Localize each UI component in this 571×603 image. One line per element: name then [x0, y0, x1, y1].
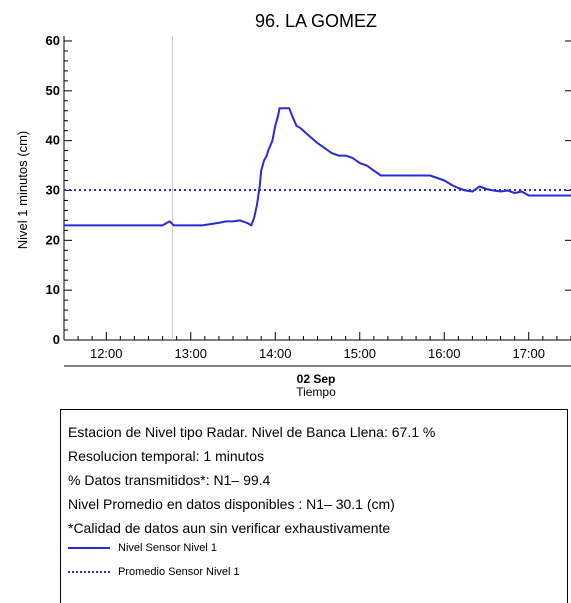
chart-area: 96. LA GOMEZ Nivel 1 minutos (cm) 0 10 20 3…	[15, 11, 571, 399]
info-line-station: Estacion de Nivel tipo Radar. Nivel de B…	[68, 424, 436, 440]
y-tick-label: 0	[53, 332, 60, 347]
info-line-quality-note: *Calidad de datos aun sin verificar exha…	[68, 520, 391, 536]
legend-item-average: Promedio Sensor Nivel 1	[68, 566, 240, 578]
x-tick-label: 17:00	[512, 346, 545, 361]
info-panel: Estacion de Nivel tipo Radar. Nivel de B…	[60, 409, 568, 603]
x-tick-label: 13:00	[174, 346, 207, 361]
x-tick-label: 12:00	[90, 346, 123, 361]
y-tick-label: 20	[46, 232, 60, 247]
legend-label-average: Promedio Sensor Nivel 1	[118, 566, 240, 578]
legend-swatch-dotted	[68, 571, 110, 573]
legend-swatch-solid	[68, 547, 110, 549]
y-tick-label: 60	[46, 33, 60, 48]
legend-label-sensor: Nivel Sensor Nivel 1	[118, 542, 218, 554]
x-tick-label: 16:00	[428, 346, 461, 361]
chart-title: 96. LA GOMEZ	[255, 11, 377, 31]
y-tick-label: 50	[46, 83, 60, 98]
y-tick-label: 40	[46, 133, 60, 148]
info-line-average: Nivel Promedio en datos disponibles : N1…	[68, 496, 395, 512]
sensor-level-line	[64, 107, 571, 227]
info-line-resolution: Resolucion temporal: 1 minutos	[68, 448, 265, 464]
y-tick-label: 30	[46, 182, 60, 197]
y-axis-label: Nivel 1 minutos (cm)	[15, 131, 30, 249]
date-label: 02 Sep	[297, 372, 336, 386]
plot-layer: 0 10 20 30 40 50 60 12:00 13:00 14:00 15:00 16:00 17…	[46, 33, 571, 367]
legend-item-sensor: Nivel Sensor Nivel 1	[68, 542, 217, 554]
info-line-transmitted: % Datos transmitidos*: N1– 99.4	[68, 472, 271, 488]
x-tick-label: 15:00	[343, 346, 376, 361]
x-tick-label: 14:00	[259, 346, 292, 361]
y-tick-label: 10	[46, 282, 60, 297]
x-axis-label: Tiempo	[296, 385, 336, 399]
